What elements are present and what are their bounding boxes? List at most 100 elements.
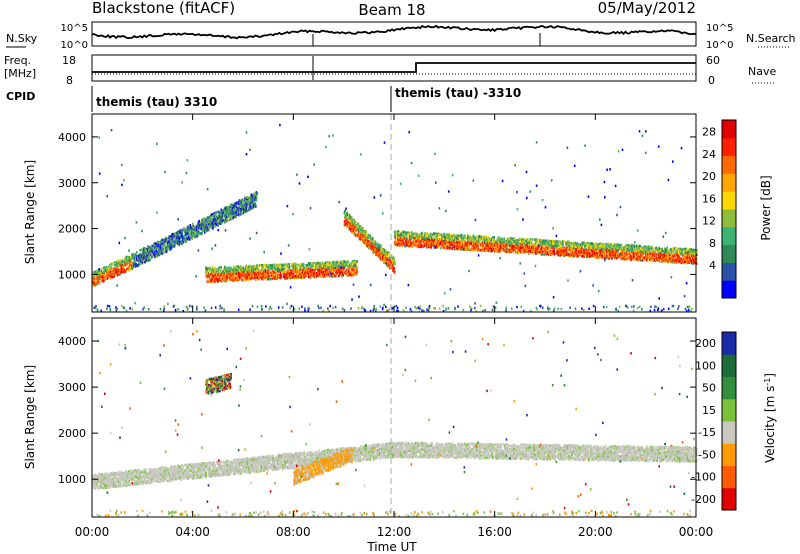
heatmap-cell: [380, 244, 382, 246]
heatmap-cell: [329, 275, 331, 277]
heatmap-cell: [191, 238, 193, 240]
heatmap-cell: [383, 262, 385, 264]
noise-left-tick-high: 10^5: [61, 23, 88, 34]
heatmap-cell: [130, 261, 132, 263]
heatmap-cell: [398, 237, 400, 239]
heatmap-cell: [332, 272, 334, 274]
heatmap-cell: [362, 228, 364, 230]
date-title: 05/May/2012: [598, 0, 696, 17]
heatmap-cell: [434, 232, 436, 234]
noise-right-tick-high: 10^5: [706, 23, 733, 34]
heatmap-cell: [284, 266, 286, 268]
heatmap-cell: [249, 265, 251, 267]
heatmap-cell: [500, 249, 502, 251]
heatmap-cell: [395, 237, 397, 239]
heatmap-cell: [240, 265, 242, 267]
heatmap-cell: [288, 270, 290, 272]
heatmap-cell: [478, 249, 480, 251]
heatmap-cell: [113, 275, 115, 277]
heatmap-cell: [234, 274, 236, 276]
cpid-segment-1: themis (tau) 3310: [96, 95, 217, 109]
heatmap-cell: [303, 263, 305, 265]
heatmap-cell: [356, 261, 358, 263]
heatmap-cell: [297, 268, 299, 270]
heatmap-cell: [101, 268, 103, 270]
beam-title: Beam 18: [358, 1, 425, 19]
heatmap-cell: [372, 238, 374, 240]
heatmap-cell: [493, 236, 495, 238]
heatmap-cell: [289, 266, 291, 268]
heatmap-cell: [325, 262, 327, 264]
freq-tick-low: 8: [66, 74, 73, 87]
heatmap-cell: [344, 210, 346, 212]
nave-tick-low: 0: [708, 74, 715, 87]
noise-search-label: N.Search: [746, 32, 796, 45]
cpid-label: CPID: [6, 90, 35, 103]
noise-panel: N.Sky 10^5 10^0 10^5 10^0 N.Search: [6, 22, 796, 51]
noise-sky-trace: [92, 26, 696, 39]
heatmap-cell: [202, 230, 204, 232]
heatmap-cell: [409, 232, 411, 234]
heatmap-cell: [256, 199, 258, 201]
heatmap-cell: [174, 245, 176, 247]
heatmap-cell: [99, 281, 101, 283]
noise-right-tick-low: 10^0: [706, 40, 733, 51]
radar-summary-plot: Blackstone (fitACF) Beam 18 05/May/2012 …: [0, 0, 800, 554]
freq-tick-high: 18: [62, 54, 76, 67]
heatmap-cell: [181, 232, 183, 234]
heatmap-cell: [227, 279, 229, 281]
heatmap-cell: [449, 247, 451, 249]
heatmap-cell: [431, 246, 433, 248]
heatmap-cell: [157, 245, 159, 247]
heatmap-cell: [101, 270, 103, 272]
power-heatmap-cells: [92, 124, 698, 313]
heatmap-cell: [283, 264, 285, 266]
freq-unit-label: [MHz]: [4, 67, 36, 80]
heatmap-cell: [201, 227, 203, 229]
heatmap-cell: [255, 205, 257, 207]
heatmap-cell: [188, 236, 190, 238]
freq-trace: [92, 63, 696, 72]
cpid-segment-2: themis (tau) -3310: [395, 86, 521, 100]
heatmap-cell: [96, 284, 98, 286]
freq-label: Freq.: [4, 54, 31, 67]
heatmap-cell: [220, 266, 222, 268]
heatmap-cell: [105, 278, 107, 280]
heatmap-cell: [467, 234, 469, 236]
heatmap-cell: [208, 229, 210, 231]
heatmap-cell: [360, 225, 362, 227]
heatmap-cell: [134, 260, 136, 262]
heatmap-cell: [393, 267, 395, 269]
heatmap-cell: [296, 264, 298, 266]
heatmap-cell: [486, 250, 488, 252]
nave-label: Nave: [748, 65, 776, 78]
heatmap-cell: [280, 277, 282, 279]
heatmap-cell: [157, 252, 159, 254]
heatmap-cell: [366, 232, 368, 234]
nave-tick-high: 60: [706, 54, 720, 67]
heatmap-cell: [244, 279, 246, 281]
heatmap-cell: [347, 261, 349, 263]
heatmap-cell: [356, 267, 358, 269]
heatmap-cell: [356, 271, 358, 273]
heatmap-cell: [389, 253, 391, 255]
heatmap-cell: [373, 251, 375, 253]
heatmap-cell: [393, 258, 395, 260]
heatmap-cell: [326, 269, 328, 271]
heatmap-cell: [244, 197, 246, 199]
heatmap-cell: [270, 278, 272, 280]
cpid-panel: CPID themis (tau) 3310 themis (tau) -331…: [6, 86, 521, 112]
heatmap-cell: [217, 225, 219, 227]
noise-sky-label: N.Sky: [6, 32, 38, 45]
station-title: Blackstone (fitACF): [92, 0, 235, 17]
noise-left-tick-low: 10^0: [61, 40, 88, 51]
heatmap-cell: [254, 266, 256, 268]
heatmap-cell: [507, 246, 509, 248]
heatmap-cell: [254, 192, 256, 194]
heatmap-cell: [212, 227, 214, 229]
heatmap-cell: [247, 279, 249, 281]
heatmap-cell: [308, 265, 310, 267]
heatmap-cell: [114, 261, 116, 263]
freq-panel-frame: [92, 55, 696, 81]
